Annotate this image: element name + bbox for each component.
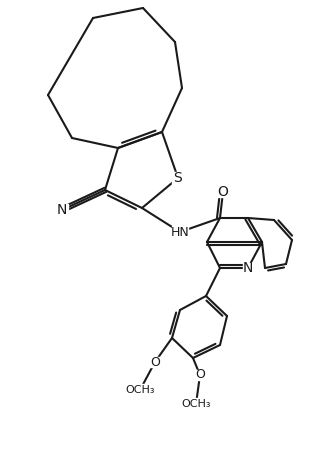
- Bar: [218, 187, 228, 197]
- Text: OCH₃: OCH₃: [181, 399, 211, 409]
- Text: N: N: [243, 261, 253, 275]
- Text: O: O: [195, 369, 205, 382]
- Bar: [56, 204, 68, 216]
- Bar: [150, 357, 160, 367]
- Bar: [172, 226, 188, 238]
- Text: N: N: [57, 203, 67, 217]
- Bar: [185, 398, 207, 410]
- Text: O: O: [150, 356, 160, 369]
- Text: O: O: [218, 185, 228, 199]
- Bar: [195, 370, 205, 380]
- Text: S: S: [174, 171, 183, 185]
- Bar: [243, 263, 253, 273]
- Bar: [172, 172, 184, 184]
- Text: OCH₃: OCH₃: [125, 385, 155, 395]
- Bar: [129, 384, 151, 396]
- Text: HN: HN: [171, 225, 190, 238]
